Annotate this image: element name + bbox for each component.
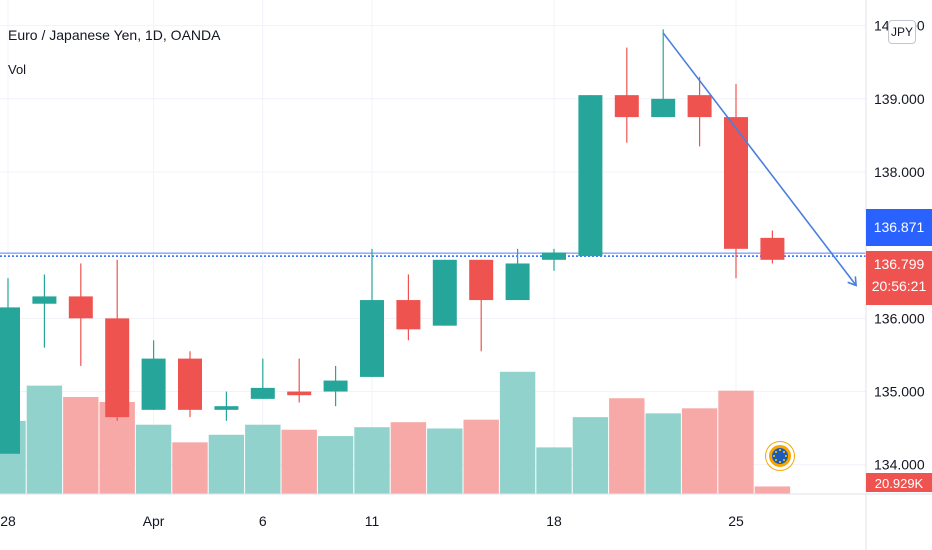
time-tick-label: 6 <box>259 513 267 529</box>
last-price-tag: 136.799 20:56:21 <box>866 251 932 305</box>
candle-body <box>724 117 748 249</box>
bar-countdown: 20:56:21 <box>871 278 927 294</box>
volume-bar <box>427 428 463 494</box>
candle <box>760 230 785 264</box>
volume-bar <box>645 413 681 494</box>
trendline-arrowhead <box>847 276 858 287</box>
candle <box>360 248 384 377</box>
candle-body <box>578 95 603 257</box>
candle <box>542 248 566 271</box>
time-tick-label: 11 <box>365 513 380 529</box>
candle <box>32 274 57 348</box>
candle <box>323 365 348 407</box>
time-tick-label: 28 <box>0 513 16 529</box>
volume-bar <box>609 398 645 494</box>
time-tick-label: Apr <box>143 513 165 529</box>
volume-bar <box>572 417 609 494</box>
candle <box>287 358 312 403</box>
eu-flag-icon[interactable] <box>766 442 794 470</box>
trendline[interactable] <box>662 32 858 287</box>
candle <box>505 248 530 301</box>
last-price-value: 136.799 <box>873 256 925 272</box>
candle-body <box>68 296 93 319</box>
candle <box>396 274 421 341</box>
price-tick-label: 139.000 <box>874 91 925 107</box>
candle <box>578 95 603 257</box>
volume-bar <box>26 385 63 494</box>
candle-body <box>32 296 57 304</box>
volume-bar <box>718 390 754 494</box>
volume-tag: 20.929K <box>866 473 932 492</box>
volume-indicator-label[interactable]: Vol <box>8 62 27 77</box>
volume-bar <box>681 408 718 494</box>
candle-body <box>141 358 166 410</box>
volume-bar <box>281 429 317 494</box>
candle <box>214 391 239 421</box>
eu-flag-background <box>772 448 788 464</box>
candle-body <box>505 263 530 301</box>
time-tick-label: 18 <box>546 513 562 529</box>
candles <box>0 29 785 454</box>
candle <box>0 278 20 454</box>
time-axis[interactable]: 28 Apr 6 11 18 25 <box>0 513 744 529</box>
candle-body <box>760 237 785 260</box>
candle-body <box>396 300 421 330</box>
volume-bar <box>135 424 172 494</box>
volume-bar <box>390 422 427 494</box>
candle <box>651 29 676 118</box>
time-tick-label: 25 <box>728 513 744 529</box>
price-tick-label: 138.000 <box>874 164 925 180</box>
volume-bars <box>0 371 791 494</box>
candle <box>614 47 639 143</box>
candle <box>687 76 712 147</box>
candle-body <box>323 380 348 392</box>
candle-body <box>178 358 202 410</box>
candle-body <box>651 98 676 118</box>
candle-body <box>687 95 712 118</box>
symbol-title[interactable]: Euro / Japanese Yen, 1D, OANDA <box>8 27 221 43</box>
price-tick-label: 135.000 <box>874 384 925 400</box>
volume-bar <box>63 396 99 494</box>
trendline-segment <box>662 32 857 286</box>
volume-bar <box>536 447 572 494</box>
candle <box>105 259 130 421</box>
volume-bar <box>463 419 499 494</box>
candle-body <box>360 300 384 377</box>
candle <box>432 259 457 326</box>
candle-body <box>614 95 639 118</box>
candle-body <box>105 318 130 418</box>
candle <box>141 340 166 410</box>
candle-body <box>250 387 275 399</box>
candle-body <box>469 259 494 301</box>
candle <box>178 351 202 418</box>
price-tick-label: 136.000 <box>874 310 925 326</box>
volume-bar <box>499 371 536 494</box>
candle <box>469 259 494 352</box>
volume-bar <box>172 442 208 494</box>
volume-bar <box>245 424 281 494</box>
candle-body <box>287 391 312 396</box>
candle-body <box>214 406 239 410</box>
candle-body <box>0 307 20 454</box>
currency-button[interactable]: JPY <box>888 20 916 44</box>
candle <box>68 263 93 366</box>
volume-bar <box>208 434 245 494</box>
blue-price-tag: 136.871 <box>866 209 932 246</box>
price-tick-label: 134.000 <box>874 457 925 473</box>
candle-body <box>432 259 457 326</box>
volume-bar <box>754 486 791 494</box>
volume-bar <box>317 436 354 494</box>
candle <box>250 358 275 399</box>
volume-bar <box>354 427 390 494</box>
grid-lines <box>0 0 866 494</box>
candle-body <box>542 252 566 260</box>
